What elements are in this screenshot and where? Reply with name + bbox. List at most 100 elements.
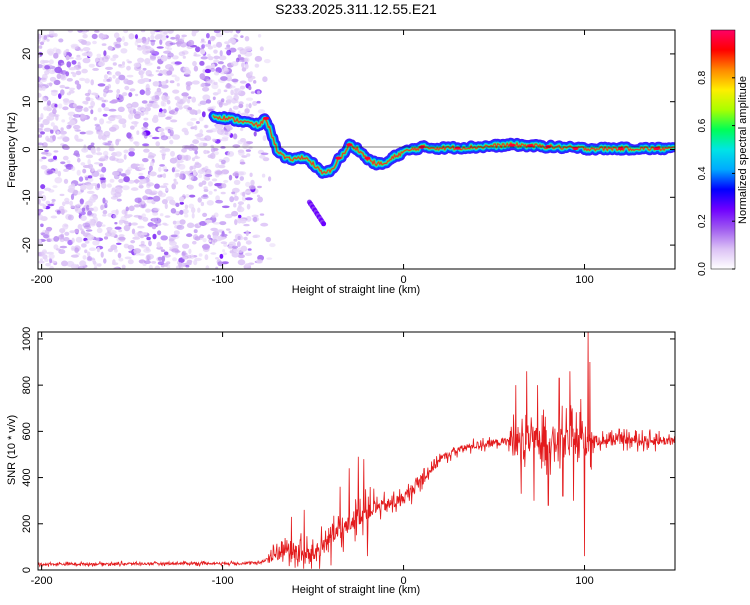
heatmap-noise-cell [173, 178, 177, 182]
y-tick-label: -20 [21, 237, 33, 253]
heatmap-noise-cell [69, 230, 76, 234]
heatmap-noise-cell [92, 206, 99, 212]
heatmap-noise-cell [204, 135, 212, 142]
heatmap-noise-cell [162, 165, 167, 172]
heatmap-noise-cell [244, 36, 250, 42]
heatmap-noise-cell [229, 196, 235, 203]
heatmap-noise-cell [191, 165, 197, 170]
heatmap-noise-cell [184, 262, 192, 266]
heatmap-noise-cell [173, 230, 180, 236]
heatmap-noise-cell [96, 227, 103, 234]
heatmap-noise-cell [234, 88, 239, 91]
heatmap-noise-cell [38, 64, 44, 69]
heatmap-noise-cell [186, 222, 195, 229]
heatmap-noise-cell [80, 215, 87, 222]
heatmap-noise-cell [112, 259, 116, 265]
heatmap-noise-cell [40, 41, 44, 46]
heatmap-noise-cell [170, 36, 176, 40]
heatmap-noise-cell [92, 67, 99, 71]
heatmap-noise-cell [45, 262, 51, 267]
heatmap-noise-cell [182, 55, 186, 59]
heatmap-noise-cell [58, 103, 63, 109]
heatmap-noise-cell [148, 264, 153, 269]
heatmap-noise-cell [88, 63, 95, 68]
heatmap-noise-cell [174, 61, 182, 65]
heatmap-noise-cell [148, 240, 152, 247]
heatmap-noise-cell [158, 166, 162, 172]
heatmap-noise-cell [148, 165, 153, 172]
colorbar-tick-label: 0.4 [697, 166, 708, 180]
heatmap-noise-cell [87, 159, 91, 166]
heatmap-noise-cell [66, 61, 72, 68]
heatmap-noise-cell [181, 92, 189, 97]
heatmap-noise-cell [77, 157, 81, 163]
heatmap-noise-cell [41, 194, 47, 202]
heatmap-noise-cell [70, 45, 78, 50]
heatmap-noise-cell [40, 59, 46, 65]
heatmap-noise-cell [221, 183, 227, 189]
heatmap-noise-cell [201, 111, 206, 118]
heatmap-noise-cell [155, 141, 160, 147]
heatmap-noise-cell [169, 139, 174, 145]
heatmap-noise-cell [142, 143, 150, 147]
heatmap-noise-cell [193, 54, 201, 57]
heatmap-noise-cell [126, 132, 132, 139]
heatmap-noise-cell [123, 176, 130, 183]
heatmap-noise-cell [179, 219, 186, 225]
heatmap-noise-cell [148, 134, 153, 138]
snr-frame [37, 331, 676, 571]
heatmap-noise-cell [143, 148, 150, 153]
heatmap-noise-cell [211, 214, 216, 219]
heatmap-noise-cell [112, 54, 119, 59]
heatmap-noise-cell [215, 163, 220, 169]
heatmap-noise-cell [132, 236, 141, 240]
heatmap-noise-cell [202, 86, 210, 92]
heatmap-noise-cell [212, 96, 216, 101]
heatmap-noise-cell [201, 38, 205, 42]
heatmap-noise-cell [63, 237, 70, 242]
heatmap-noise-cell [144, 111, 149, 115]
heatmap-noise-cell [76, 153, 80, 158]
heatmap-noise-cell [134, 113, 141, 120]
heatmap-noise-cell [237, 235, 241, 241]
heatmap-noise-cell [44, 149, 49, 153]
heatmap-noise-cell [101, 182, 107, 189]
heatmap-noise-cell [161, 111, 165, 117]
heatmap-noise-cell [60, 74, 67, 81]
heatmap-noise-cell [185, 81, 193, 86]
x-tick-label: 100 [575, 274, 593, 286]
heatmap-noise-cell [269, 243, 276, 248]
heatmap-noise-cell [172, 220, 177, 225]
heatmap-noise-cell [239, 161, 246, 165]
heatmap-noise-cell [200, 56, 208, 60]
heatmap-noise-cell [138, 167, 146, 171]
snr-series-line [38, 332, 675, 569]
colorbar-label: Normalized spectral amplitude [737, 76, 749, 224]
heatmap-noise-cell [45, 135, 49, 142]
heatmap-noise-cell [63, 178, 69, 184]
heatmap-noise-cell [202, 238, 207, 243]
heatmap-noise-cell [207, 181, 213, 187]
heatmap-noise-cell [153, 114, 159, 120]
heatmap-noise-cell [60, 62, 65, 65]
heatmap-noise-cell [137, 44, 142, 48]
heatmap-noise-cell [112, 157, 119, 162]
heatmap-noise-cell [256, 259, 263, 264]
heatmap-noise-cell [143, 117, 149, 121]
heatmap-noise-cell [40, 223, 44, 228]
heatmap-noise-cell [231, 78, 239, 83]
heatmap-noise-cell [47, 203, 54, 207]
heatmap-noise-cell [156, 66, 161, 70]
heatmap-noise-cell [262, 76, 268, 83]
heatmap-noise-cell [60, 70, 67, 75]
heatmap-noise-cell [191, 30, 197, 37]
heatmap-noise-cell [182, 208, 189, 214]
heatmap-noise-cell [197, 169, 205, 175]
heatmap-noise-cell [251, 214, 259, 218]
heatmap-ridge-band [212, 115, 675, 175]
heatmap-noise-cell [67, 121, 74, 125]
heatmap-noise-cell [212, 147, 219, 151]
heatmap-noise-cell [59, 193, 65, 197]
y-tick-label: 200 [21, 515, 33, 533]
